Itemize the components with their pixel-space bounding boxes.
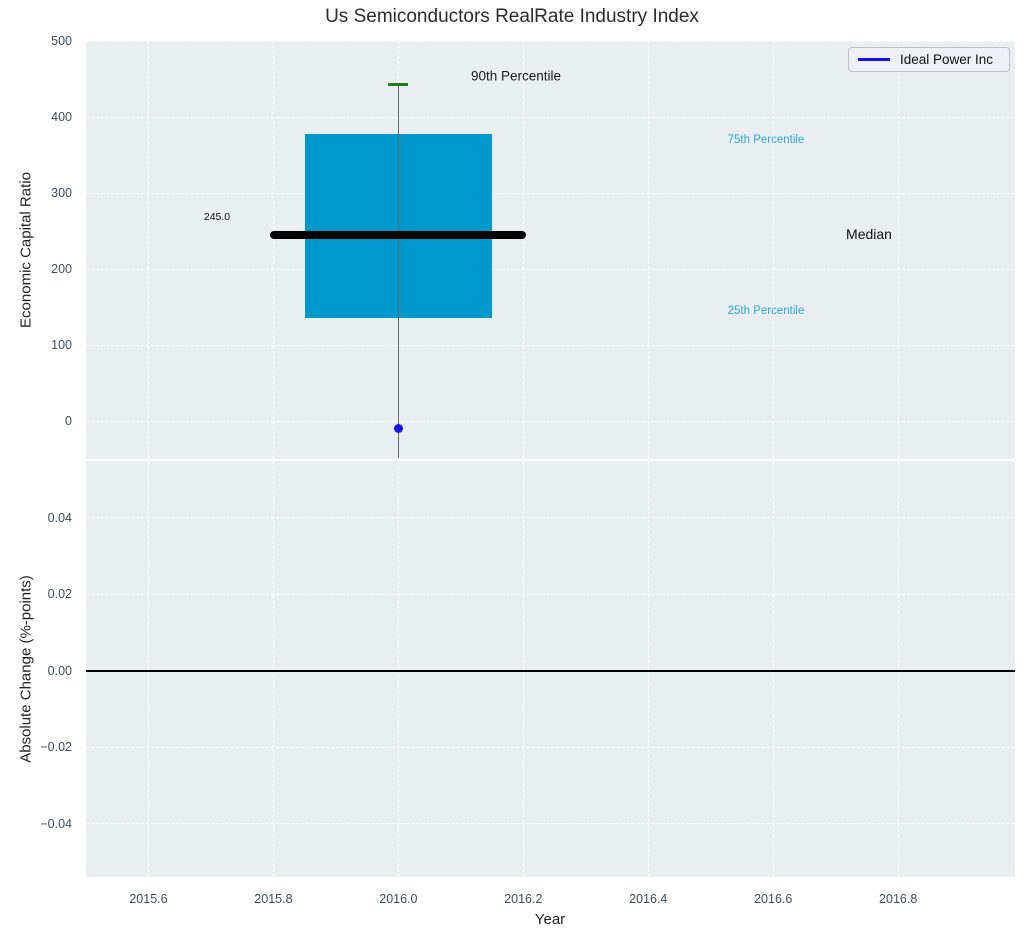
legend-label: Ideal Power Inc [900,52,994,67]
gridline-horizontal [86,517,1015,519]
gridline-horizontal [86,746,1015,748]
gridline-vertical [897,461,899,877]
gridline-horizontal [86,268,1015,270]
gridline-vertical [772,461,774,877]
annotation-median-value: 245.0 [203,211,231,223]
x-tick-label: 2015.8 [254,892,293,906]
y-tick-label: −0.02 [40,740,72,755]
gridline-horizontal [86,192,1015,194]
legend: Ideal Power Inc [848,47,1010,72]
x-tick-label: 2016.2 [504,892,543,906]
chart-title: Us Semiconductors RealRate Industry Inde… [325,6,699,27]
x-tick-label: 2016.0 [379,892,418,906]
bottom-plot-area [86,461,1015,877]
y-tick-label: 300 [51,186,72,200]
y-tick-label: −0.04 [40,816,72,831]
y-tick-label: 0.00 [47,663,72,678]
annotation-75th-percentile: 75th Percentile [727,134,805,146]
zero-line [86,669,1015,672]
gridline-horizontal [86,823,1015,825]
x-tick-label: 2016.8 [879,892,918,906]
gridline-horizontal [86,344,1015,346]
gridline-horizontal [86,40,1015,42]
gridline-horizontal [86,593,1015,595]
y-tick-label: 200 [51,262,72,276]
gridline-vertical [147,461,149,877]
whisker-line [397,84,399,458]
gridline-vertical [647,461,649,877]
bottom-y-axis-label: Absolute Change (%-points) [17,575,35,763]
gridline-vertical [522,41,524,459]
gridline-vertical [272,41,274,459]
annotation-90th-percentile: 90th Percentile [470,68,562,84]
x-tick-label: 2015.6 [129,892,168,906]
y-tick-label: 0.02 [47,587,72,602]
x-axis-label: Year [534,911,566,928]
median-line [270,230,527,239]
gridline-horizontal [86,116,1015,118]
gridline-vertical [147,41,149,459]
gridline-horizontal [86,420,1015,422]
y-tick-label: 0 [65,414,72,428]
y-tick-label: 100 [51,338,72,352]
y-tick-label: 500 [51,34,72,48]
legend-line-icon [858,58,890,61]
gridline-vertical [522,461,524,877]
gridline-vertical [647,41,649,459]
x-tick-label: 2016.6 [754,892,793,906]
gridline-vertical [897,41,899,459]
gridline-vertical [272,461,274,877]
annotation-25th-percentile: 25th Percentile [727,305,805,317]
x-tick-label: 2016.4 [629,892,668,906]
y-tick-label: 0.04 [47,510,72,525]
top-y-axis-label: Economic Capital Ratio [17,172,35,328]
whisker-cap [388,82,409,86]
gridline-vertical [772,41,774,459]
y-tick-label: 400 [51,110,72,124]
gridline-vertical [397,461,399,877]
top-plot-area [86,41,1015,459]
data-point-ideal-power [393,424,403,434]
annotation-median: Median [846,226,892,242]
